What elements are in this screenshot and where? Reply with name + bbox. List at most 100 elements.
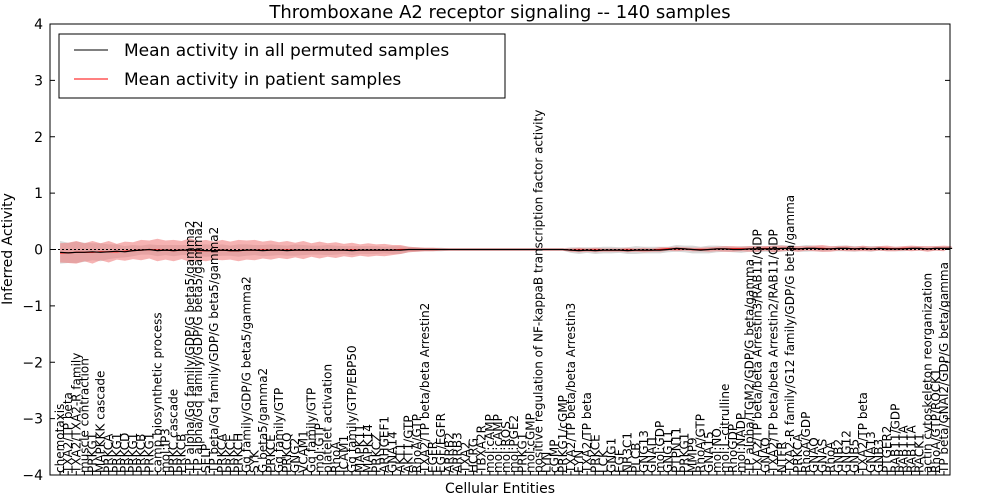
x-tick-label: PRKG1 [142, 433, 156, 473]
x-tick-label: GNAI1 [645, 435, 659, 473]
x-tick-label: PRKCA [791, 433, 805, 473]
band-patient [60, 238, 953, 264]
x-tick-label: RAB11/GDP [888, 404, 902, 473]
x-tick-label: AKT1/GTP [402, 415, 416, 473]
x-tick-label: TXA2/TP beta/beta Arrestin3/RAB11/GDP [750, 229, 764, 474]
x-tick-label: MMP9 [686, 437, 700, 473]
x-tick-label: GNAQ [807, 437, 821, 473]
x-tick-label: EGFR [426, 441, 440, 473]
x-tick-label: Gq family/GTP [272, 388, 286, 473]
x-tick-label: LCK [596, 449, 610, 473]
x-tick-label: PRKCB [175, 434, 189, 473]
x-tick-label: mol:cAMP [491, 414, 505, 473]
y-tick-label: 3 [34, 73, 43, 89]
x-tick-label: SELP [199, 444, 213, 473]
x-tick-label: RhoA/GDP [799, 412, 813, 473]
x-tick-label: TP beta/GNAI2/GDP/G beta/gamma [937, 262, 951, 474]
x-axis-label: Cellular Entities [445, 481, 555, 497]
x-tick-label: RAB11A [896, 424, 910, 473]
x-tick-label: TXA2/TP beta [580, 392, 594, 474]
x-tick-label: PRKCD [118, 433, 132, 473]
x-tick-label: mol:cAMP [483, 414, 497, 473]
x-tick-label: cGMP [548, 440, 562, 474]
x-tick-label: mol:IP3 [159, 428, 173, 473]
x-tick-label: mol:PGE2 [507, 415, 521, 473]
legend-box [58, 33, 506, 99]
x-tick-label: FYN [572, 450, 586, 473]
y-tick-label: 0 [34, 243, 43, 259]
x-tick-label: RAB11A [905, 424, 919, 473]
x-tick-label: GNAS [815, 439, 829, 473]
x-tick-label: GNG1 [605, 438, 619, 473]
x-tick-label: TBXA2R [475, 425, 489, 474]
x-tick-label: GNA15 [702, 431, 716, 473]
x-tick-label: TP alpha/TGM2/GDP/G beta/gamma [742, 259, 756, 474]
x-tick-label: mol:ROS [499, 421, 513, 473]
x-tick-label: mol:GDP [653, 421, 667, 473]
x-tick-label: GNA14 [386, 431, 400, 473]
x-tick-label: MAPKKK cascade [94, 371, 108, 473]
x-tick-label: GNB5 [848, 439, 862, 473]
x-tick-label: ARHGEF1 [377, 416, 391, 473]
x-tick-label: PRKG1 [678, 433, 692, 473]
legend-label-patient: Mean activity in patient samples [124, 70, 401, 90]
x-tick-label: RhoA [823, 441, 837, 473]
x-tick-label: platelet activation [321, 364, 335, 473]
x-tick-label: Gq family/GTP [304, 388, 318, 473]
y-tick-label: 2 [34, 130, 43, 146]
x-tick-label: PRKG1/cGMP [556, 395, 570, 473]
series-line-permuted [60, 247, 953, 254]
y-tick-label: 4 [34, 17, 43, 33]
x-tick-label: PRKCB [134, 434, 148, 473]
x-tick-label: PRKG1 [126, 433, 140, 473]
x-tick-label: RhoA/GTP/ROCK1 [929, 368, 943, 473]
x-tick-label: PTGER2 [880, 426, 894, 473]
x-tick-label: ARRB3 [450, 432, 464, 473]
x-tick-label: PLCB [629, 442, 643, 473]
x-tick-label: mol:NO [710, 428, 724, 473]
x-tick-label: RhoGDP [726, 424, 740, 473]
x-tick-label: PRKG1 [86, 433, 100, 473]
x-tick-label: LYN [540, 452, 554, 473]
x-tick-label: G beta5/gamma2 [256, 368, 270, 473]
x-tick-label: mol:L-citrulline [718, 384, 732, 473]
x-tick-label: chemotaxis [53, 404, 67, 473]
x-tick-label: TP alpha/Gq family/GDP/G beta5/gamma2 [183, 220, 197, 474]
x-tick-label: NTFR [775, 441, 789, 473]
x-tick-label: GNG2 [288, 438, 302, 473]
x-tick-label: AKT1 [394, 443, 408, 473]
x-tick-label: TP beta/Gq family/GDP/G beta5/gamma2 [207, 227, 221, 474]
x-tick-label: GNB3 [872, 439, 886, 473]
x-tick-label: actin cytoskeleton reorganization [921, 273, 935, 473]
x-tick-label: TXA2 [459, 442, 473, 474]
x-tick-label: mol:NADP [734, 413, 748, 473]
x-tick-label: MAPK11 [353, 424, 367, 473]
x-tick-label: TXA2/TP beta/beta Arrestin3 [564, 303, 578, 474]
y-tick-label: 1 [34, 186, 43, 202]
x-tick-label: TXA2/TP beta [61, 392, 75, 474]
x-tick-label: TP alpha/Gq family/GDP/G beta5/gamma2 [191, 220, 205, 474]
x-tick-label: PRKCE [223, 434, 237, 473]
x-tick-label: PRKCQ [280, 432, 294, 473]
x-tick-label: RACK1 [913, 433, 927, 473]
x-tick-label: TXA2/TP beta [856, 392, 870, 474]
x-tick-label: GNG12 [840, 430, 854, 473]
x-tick-label: positive regulation of NF-kappaB transcr… [532, 110, 546, 473]
x-tick-label: NR3C1 [621, 432, 635, 473]
x-tick-label: PRKCE [264, 434, 278, 473]
x-tick-label: camp biosynthetic process [150, 312, 164, 473]
x-tick-label: Gq family/GTP/EBP50 [345, 345, 359, 473]
y-tick-label: −3 [22, 412, 43, 428]
x-tick-label: GNB2 [832, 439, 846, 473]
x-tick-label: EGF/EGFR [434, 413, 448, 473]
x-tick-label: GNG11 [661, 430, 675, 473]
legend: Mean activity in all permuted samples Me… [58, 33, 506, 99]
x-tick-label: GNG13 [637, 430, 651, 473]
x-tick-label: HCRG [467, 438, 481, 473]
x-tick-label: ICAM1 [337, 435, 351, 473]
chart-title: Thromboxane A2 receptor signaling -- 140… [268, 2, 730, 23]
x-tick-label: mol:GTP [313, 423, 327, 473]
x-tick-label: TXA2/TP beta/beta Arrestin2 [418, 303, 432, 474]
